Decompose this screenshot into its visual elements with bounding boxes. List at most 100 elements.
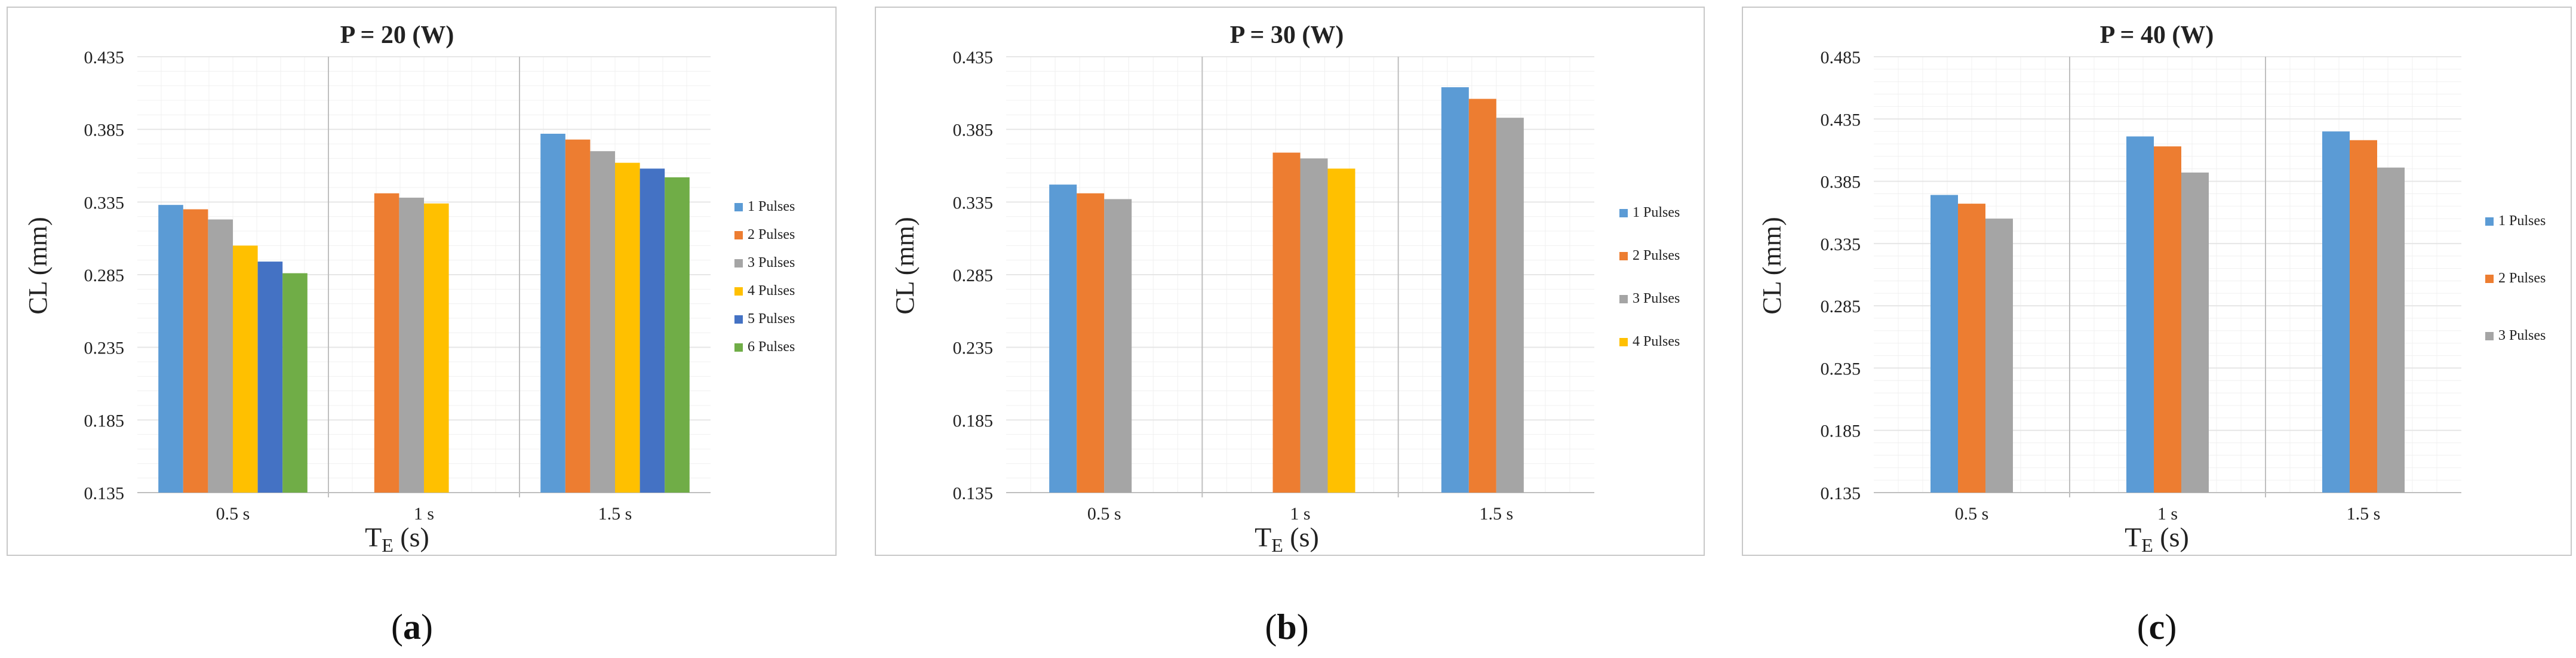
bar [424, 203, 449, 493]
legend-label: 1 Pulses [748, 199, 795, 214]
y-tick-label: 0.135 [953, 484, 994, 503]
panel-a-xlabel-main: T [365, 522, 382, 552]
panel-a-legend: 1 Pulses 2 Pulses 3 Pulses 4 Pulses 5 Pulses… [734, 199, 795, 355]
bar [2126, 136, 2154, 493]
panel-a-xlabel: TE (s) [365, 522, 429, 556]
y-tick-label: 0.335 [1821, 235, 1861, 254]
panel-c-xlabel-main: T [2125, 522, 2141, 552]
legend-label: 3 Pulses [1633, 291, 1680, 306]
x-tick-label: 0.5 s [1955, 504, 1989, 524]
bar [665, 177, 690, 493]
y-tick-label: 0.485 [1821, 48, 1861, 67]
x-tick-label: 1 s [414, 504, 434, 524]
y-tick-label: 0.335 [953, 193, 994, 213]
y-tick-label: 0.235 [1821, 359, 1861, 379]
x-tick-label: 0.5 s [1087, 504, 1121, 524]
y-tick-label: 0.135 [84, 484, 125, 503]
panel-a-yticks: 0.135 0.185 0.235 0.285 0.335 0.385 0.435 [84, 48, 125, 503]
legend-label: 2 Pulses [1633, 248, 1680, 263]
bar [1077, 193, 1105, 493]
panel-a-bars [158, 133, 690, 493]
y-tick-label: 0.385 [84, 121, 125, 140]
bar [399, 198, 424, 493]
legend-swatch [734, 315, 743, 324]
bar [590, 151, 615, 493]
legend-label: 2 Pulses [748, 227, 795, 242]
bar [1300, 158, 1328, 493]
y-tick-label: 0.235 [84, 339, 125, 358]
panel-a-xlabel-unit: (s) [394, 522, 429, 552]
bar [1104, 199, 1132, 493]
bar [2377, 167, 2405, 493]
bar [158, 205, 183, 493]
legend-swatch [2485, 217, 2494, 226]
bar [1985, 219, 2013, 493]
bar [540, 133, 565, 493]
x-tick-label: 1 s [2157, 504, 2178, 524]
y-tick-label: 0.185 [953, 411, 994, 431]
panel-b-xlabel-main: T [1255, 522, 1271, 552]
legend-label: 4 Pulses [1633, 334, 1680, 349]
caption-a: (a) [391, 607, 433, 647]
x-tick-label: 1 s [1290, 504, 1310, 524]
legend-label: 6 Pulses [748, 339, 795, 355]
bar [1496, 118, 1524, 493]
legend-label: 2 Pulses [2498, 270, 2546, 286]
panel-b: P = 30 (W) CL (mm) TE (s) 0.135 0.185 0.23… [875, 7, 1705, 556]
y-tick-label: 0.335 [84, 193, 125, 213]
legend-swatch [1619, 252, 1628, 260]
bar [2181, 172, 2209, 493]
panel-b-xticks: 0.5 s 1 s 1.5 s [1087, 504, 1513, 524]
panel-b-legend: 1 Pulses 2 Pulses 3 Pulses 4 Pulses [1619, 205, 1680, 349]
svg-text:(c): (c) [2137, 607, 2177, 647]
panel-b-bars [1049, 87, 1524, 493]
bar [1931, 195, 1958, 493]
caption-b-letter: b [1277, 607, 1296, 647]
panel-a-title: P = 20 (W) [340, 21, 454, 49]
legend-swatch [734, 231, 743, 239]
panel-b-xlabel: TE (s) [1255, 522, 1319, 556]
bar [183, 209, 208, 493]
legend-label: 1 Pulses [2498, 213, 2546, 229]
y-tick-label: 0.435 [1821, 110, 1861, 130]
panel-c-xticks: 0.5 s 1 s 1.5 s [1955, 504, 2381, 524]
y-tick-label: 0.185 [84, 411, 125, 431]
y-tick-label: 0.235 [953, 339, 994, 358]
y-tick-label: 0.385 [1821, 173, 1861, 192]
legend-swatch [734, 287, 743, 296]
caption-b: (b) [1265, 607, 1308, 647]
y-tick-label: 0.185 [1821, 422, 1861, 441]
x-tick-label: 1.5 s [598, 504, 632, 524]
legend-label: 5 Pulses [748, 311, 795, 327]
bar [374, 193, 399, 493]
legend-label: 4 Pulses [748, 283, 795, 299]
panel-c-xlabel-unit: (s) [2153, 522, 2189, 552]
y-tick-label: 0.135 [1821, 484, 1861, 503]
bar [208, 219, 233, 493]
panel-c-yticks: 0.135 0.185 0.235 0.285 0.335 0.385 0.435 0.485 [1821, 48, 1861, 503]
panel-c: P = 40 (W) CL (mm) TE (s) 0.135 0.185 0.23… [1742, 7, 2572, 556]
legend-label: 3 Pulses [2498, 328, 2546, 343]
legend-swatch [734, 203, 743, 211]
bar [615, 162, 640, 493]
legend-label: 3 Pulses [748, 255, 795, 270]
bar [1958, 204, 1985, 493]
y-tick-label: 0.285 [953, 266, 994, 285]
x-tick-label: 0.5 s [216, 504, 250, 524]
legend-swatch [2485, 275, 2494, 283]
bar [233, 245, 258, 493]
bar [565, 139, 591, 493]
y-tick-label: 0.435 [953, 48, 994, 67]
panel-c-ylabel: CL (mm) [1757, 217, 1787, 314]
legend-label: 1 Pulses [1633, 205, 1680, 220]
bar [1468, 99, 1496, 493]
panel-c-title: P = 40 (W) [2100, 21, 2214, 49]
panel-c-legend: 1 Pulses 2 Pulses 3 Pulses [2485, 213, 2546, 343]
y-tick-label: 0.385 [953, 121, 994, 140]
bar [2154, 146, 2181, 493]
panel-a-ylabel: CL (mm) [23, 217, 53, 314]
panel-b-yticks: 0.135 0.185 0.235 0.285 0.335 0.385 0.435 [953, 48, 994, 503]
svg-text:(a): (a) [391, 607, 433, 647]
panel-a-xlabel-sub: E [382, 534, 394, 556]
panel-b-xlabel-sub: E [1271, 534, 1283, 556]
